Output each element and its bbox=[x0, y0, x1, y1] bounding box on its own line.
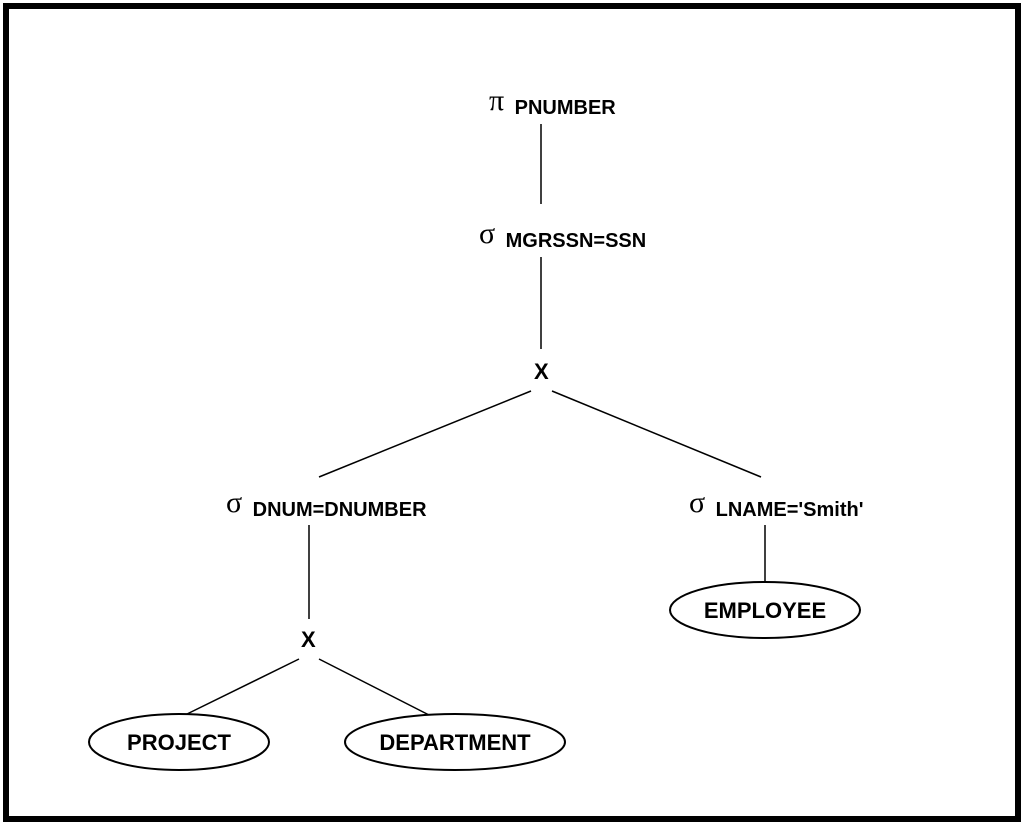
query-tree-diagram: π PNUMBER σ MGRSSN=SSN X σ DNUM=DNUMBER … bbox=[9, 9, 1015, 816]
cartesian-product-top: X bbox=[534, 359, 549, 385]
sigma-symbol: σ bbox=[689, 486, 705, 519]
projection-node: π PNUMBER bbox=[489, 84, 616, 120]
sigma-symbol: σ bbox=[479, 217, 495, 250]
cross-symbol: X bbox=[534, 359, 549, 384]
diagram-frame: π PNUMBER σ MGRSSN=SSN X σ DNUM=DNUMBER … bbox=[3, 3, 1021, 822]
sigma3-subscript: LNAME='Smith' bbox=[716, 499, 864, 521]
selection-mgrssn-node: σ MGRSSN=SSN bbox=[479, 217, 646, 253]
pi-symbol: π bbox=[489, 84, 504, 117]
cartesian-product-bottom: X bbox=[301, 627, 316, 653]
leaf-employee-label: EMPLOYEE bbox=[704, 598, 826, 624]
sigma1-subscript: MGRSSN=SSN bbox=[506, 230, 647, 252]
leaf-project-label: PROJECT bbox=[127, 730, 231, 756]
tree-edges bbox=[9, 9, 1024, 834]
cross-symbol: X bbox=[301, 627, 316, 652]
leaf-department-label: DEPARTMENT bbox=[379, 730, 530, 756]
selection-dnum-node: σ DNUM=DNUMBER bbox=[226, 486, 427, 522]
sigma-symbol: σ bbox=[226, 486, 242, 519]
sigma2-subscript: DNUM=DNUMBER bbox=[253, 499, 427, 521]
selection-lname-node: σ LNAME='Smith' bbox=[689, 486, 863, 522]
pi-subscript: PNUMBER bbox=[515, 97, 616, 119]
